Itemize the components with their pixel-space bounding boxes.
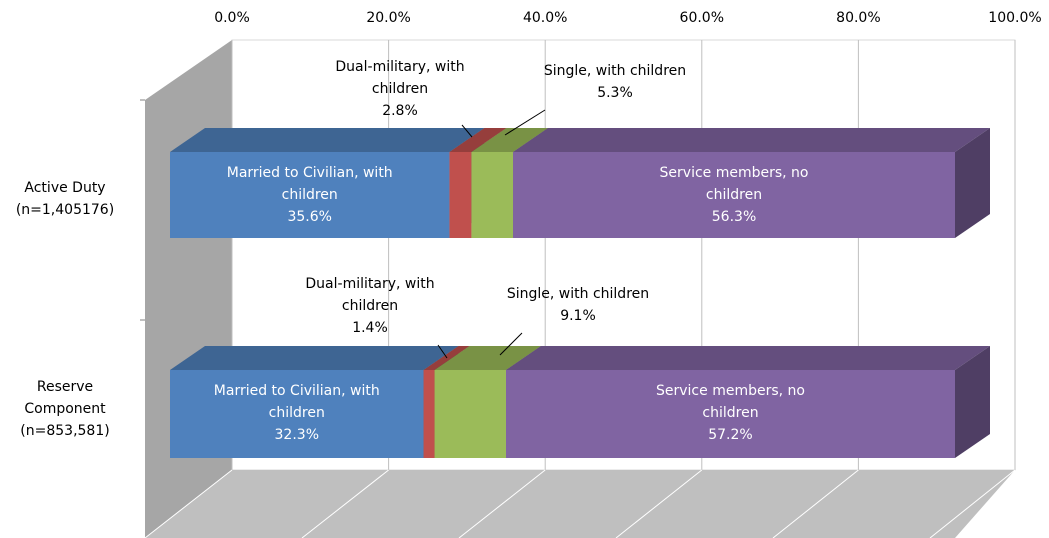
- bar-top: [170, 346, 459, 370]
- value-label: 5.3%: [597, 85, 633, 101]
- segment-name: Dual-military, with children: [335, 59, 465, 97]
- x-tick-label: 0.0%: [214, 10, 250, 26]
- value-label: 57.2%: [708, 427, 753, 443]
- value-label: 1.4%: [352, 320, 388, 336]
- bar: [170, 370, 424, 458]
- x-tick-label: 80.0%: [836, 10, 880, 26]
- segment-name: Single, with children: [506, 286, 650, 302]
- segment-name: Dual-military, with children: [305, 276, 435, 314]
- value-label: 2.8%: [382, 103, 418, 119]
- bar-top: [513, 128, 990, 152]
- segment-name: Service members, no children: [656, 383, 805, 421]
- bar: [513, 152, 955, 238]
- segment-name: Married to Civilian, with children: [226, 165, 393, 203]
- bar-top: [471, 128, 549, 152]
- value-label: 9.1%: [560, 308, 596, 324]
- bar: [170, 152, 450, 238]
- bar-top: [505, 346, 990, 370]
- bar: [434, 370, 506, 458]
- x-tick-label: 40.0%: [523, 10, 567, 26]
- leader-line: [504, 109, 546, 136]
- bar: [449, 152, 472, 238]
- grid-floor: [772, 469, 859, 538]
- category-label: Reserve Component (n=853,581): [20, 379, 110, 439]
- value-label: 56.3%: [711, 209, 757, 225]
- leader-line: [437, 344, 448, 359]
- bar-side: [955, 346, 990, 458]
- side-wall: [145, 40, 232, 538]
- floor: [145, 470, 1015, 538]
- bar: [471, 152, 514, 238]
- leader-line: [499, 332, 523, 356]
- category-label: Active Duty (n=1,405176): [15, 180, 115, 218]
- x-tick-label: 20.0%: [366, 10, 410, 26]
- leader-line: [461, 124, 473, 138]
- grid-floor: [929, 469, 1016, 538]
- grid-floor: [301, 469, 389, 538]
- bar-top: [449, 128, 507, 152]
- bar-top: [170, 128, 485, 152]
- value-label: 32.3%: [274, 427, 319, 443]
- bar-side: [955, 128, 990, 238]
- grid-floor: [615, 469, 703, 538]
- x-tick-label: 60.0%: [680, 10, 724, 26]
- segment-name: Married to Civilian, with children: [213, 383, 380, 421]
- segment-name: Single, with children: [543, 63, 687, 79]
- segment-name: Service members, no children: [659, 165, 809, 203]
- x-tick-label: 100.0%: [988, 10, 1041, 26]
- grid-floor: [458, 469, 546, 538]
- grid-floor: [144, 469, 233, 538]
- bar: [423, 370, 435, 458]
- value-label: 35.6%: [287, 209, 332, 225]
- bar: [505, 370, 955, 458]
- bar-top: [434, 346, 541, 370]
